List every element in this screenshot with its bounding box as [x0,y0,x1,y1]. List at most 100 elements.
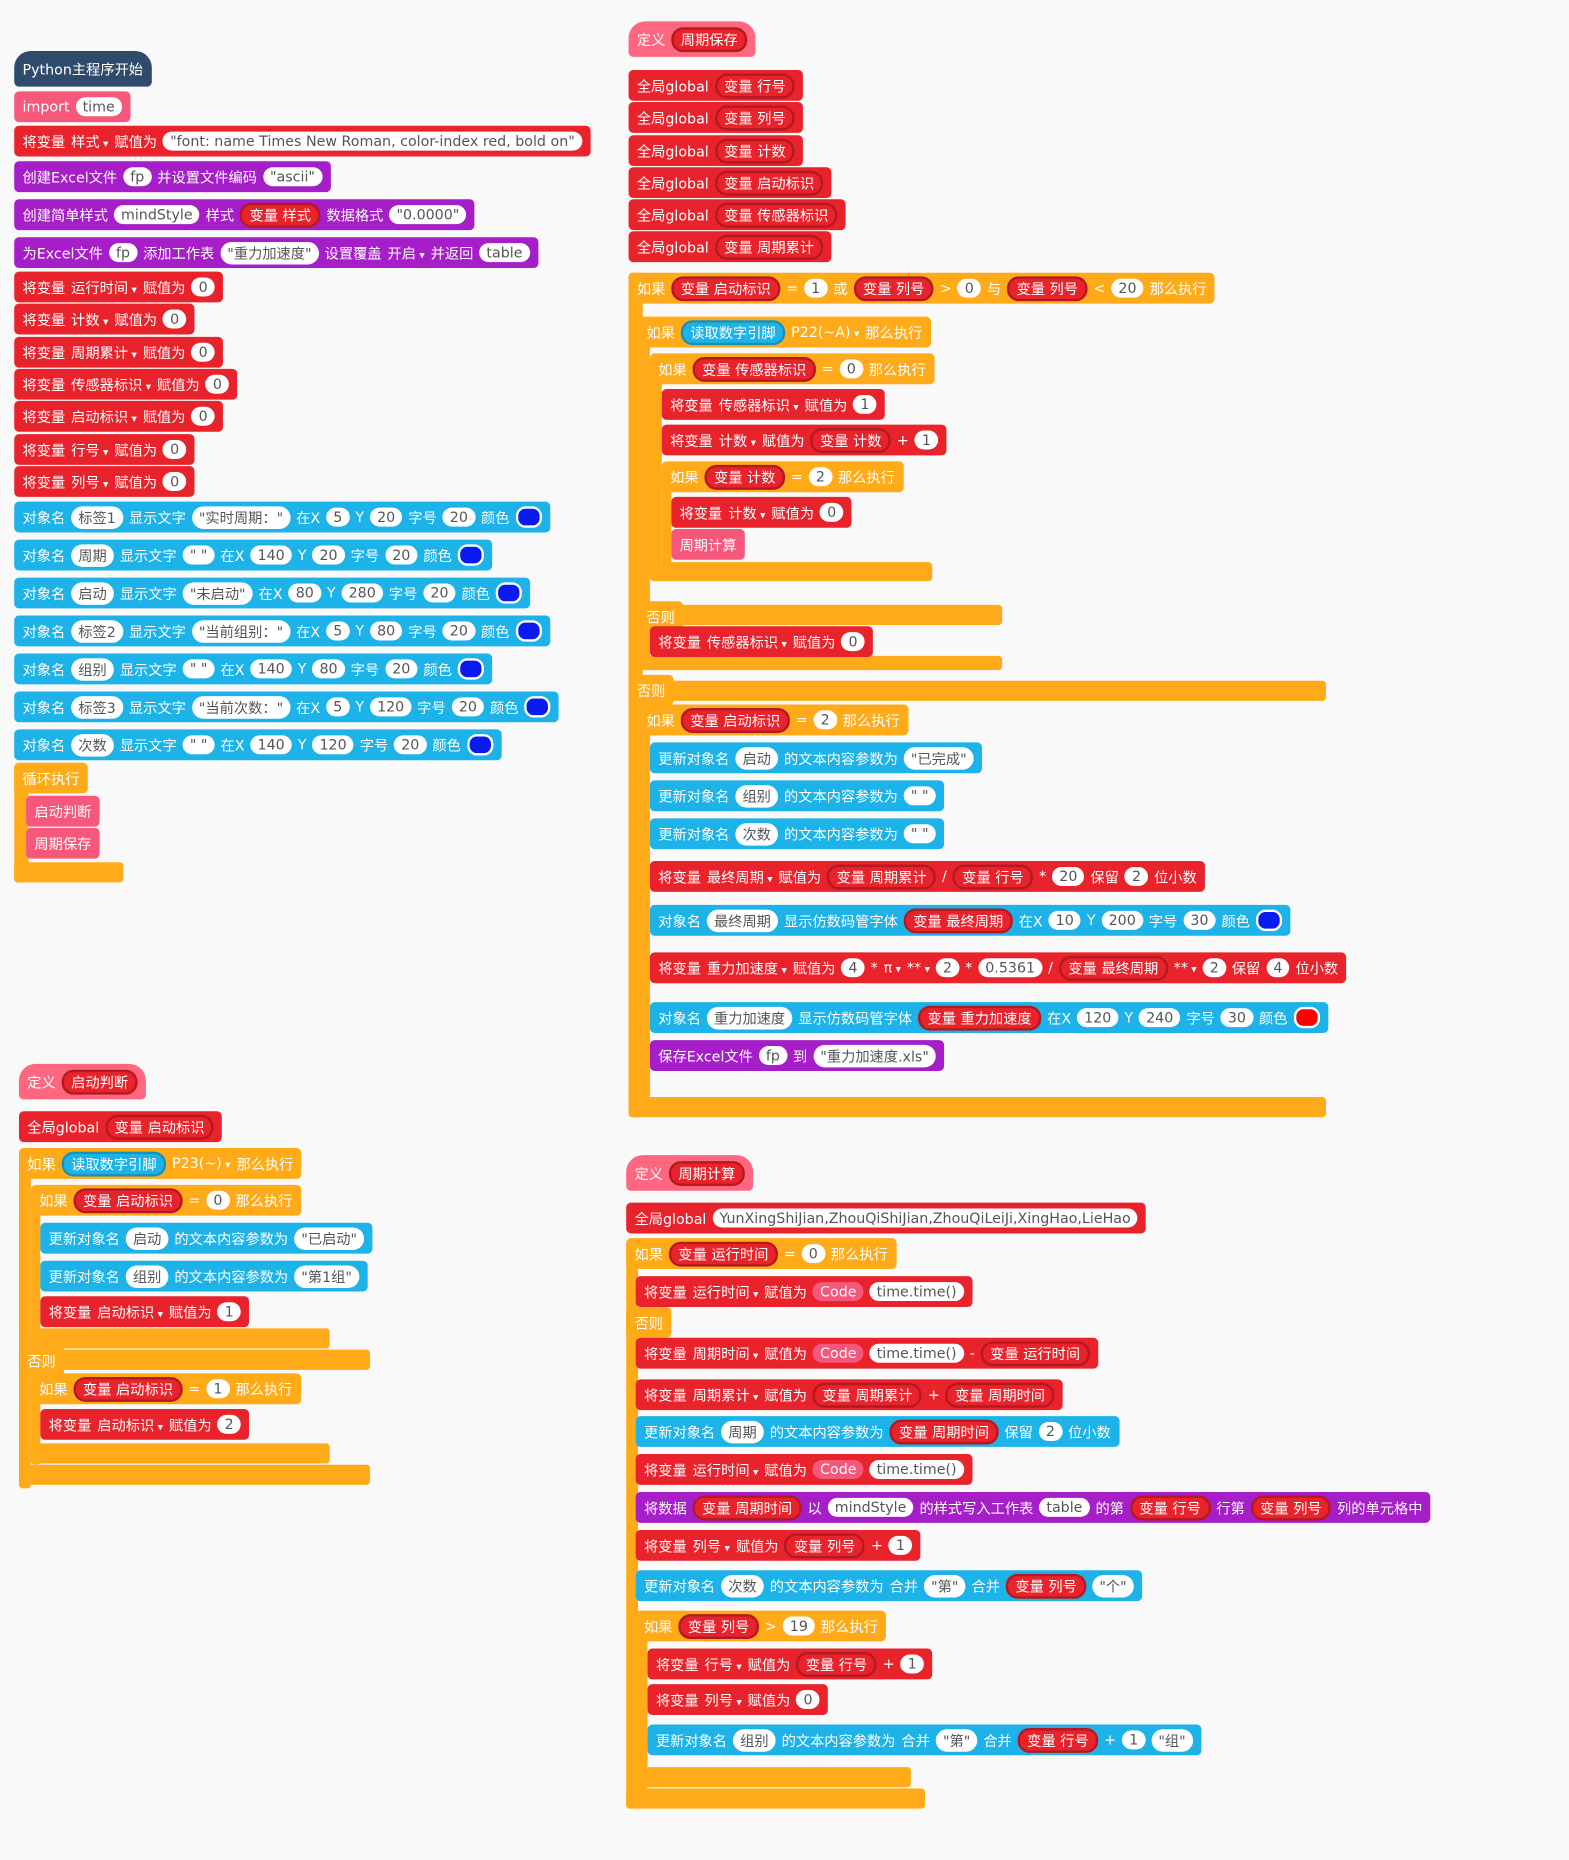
block: 将变量启动标识赋值为 2 [40,1408,250,1440]
block: 如果 变量 列号 >19 那么执行 [635,1610,887,1642]
input: 20 [451,697,485,717]
label: 将变量 [22,279,66,296]
color-swatch [515,620,542,642]
label: = [188,1191,201,1209]
block: 将变量行号赋值为 0 [14,434,195,465]
input: 0 [191,342,215,362]
c-block-frame [30,1186,41,1350]
block: 保存Excel文件 fp 到 "重力加速度.xls" [649,1040,945,1071]
label: 字号 [1148,912,1178,930]
label: 定义 [27,1073,56,1091]
block: 将变量启动标识赋值为 1 [40,1296,250,1328]
dropdown: 周期累计 [71,342,137,362]
label: 赋值为 [761,432,805,449]
label: 将变量 [643,1283,687,1301]
input: "ascii" [262,167,323,187]
variable: 变量 传感器标识 [692,356,816,382]
variable: 变量 周期时间 [945,1382,1055,1408]
label: 循环执行 [22,770,80,787]
input: 1 [853,394,877,414]
block: 全局global 变量 计数 [628,135,804,167]
label: 在X [220,737,245,754]
input: 周期 [71,543,114,567]
label: 如果 [670,469,699,486]
label: * [1039,868,1047,885]
label: 更新对象名 [48,1268,120,1286]
label: 字号 [408,623,437,640]
hat-block: 定义 周期计算 [626,1155,754,1191]
block: 为Excel文件 fp 添加工作表 "重力加速度" 设置覆盖开启并返回 table [14,237,538,269]
block: 启动判断 [26,795,100,827]
block: 更新对象名 次数 的文本内容参数为 合并 "第" 合并 变量 列号 "个" [635,1570,1143,1602]
label: 的第 [1095,1499,1124,1517]
label: 全局global [634,1210,707,1227]
input: 0 [820,502,844,522]
block: 对象名 重力加速度 显示仿数码管字体 变量 重力加速度 在X 120 Y 240 字号 30 颜色 [649,1002,1328,1034]
input: " " [903,824,936,844]
input: 4 [1266,958,1290,978]
label: 赋值为 [764,1461,807,1479]
color-swatch [515,506,542,528]
label: 全局global [27,1118,100,1136]
block: 对象名 标签1 显示文字 "实时周期：" 在X 5 Y 20 字号 20 颜色 [14,501,550,533]
label: 的文本内容参数为 [769,1577,884,1595]
label: 对象名 [22,509,66,526]
label: 字号 [359,737,389,754]
dropdown: ** [907,959,930,976]
label: 在X [1047,1009,1072,1027]
input: 200 [1101,910,1143,930]
label: / [1048,959,1053,977]
input: 10 [1048,910,1081,930]
input: 1 [1121,1730,1146,1750]
input: table [1039,1497,1090,1517]
block: 对象名 次数 显示文字 " " 在X 140 Y 120 字号 20 颜色 [14,729,502,761]
variable: 变量 列号 [678,1613,759,1639]
input: 20 [1052,866,1085,886]
label: 对象名 [22,737,66,754]
label: 赋值为 [157,376,200,394]
variable: 变量 样式 [240,202,321,228]
color-swatch [524,696,551,718]
block: 全局global 变量 传感器标识 [628,199,847,231]
input: "未启动" [182,581,253,605]
label: 将变量 [22,473,66,491]
c-block-frame [638,655,1003,671]
input: "font: name Times New Roman, color-index… [163,131,582,151]
label: 更新对象名 [643,1423,716,1441]
block: 否则 [628,674,674,706]
c-block-frame [661,562,933,577]
label: 字号 [1186,1009,1215,1027]
pin-reader: 读取数字引脚 [61,1151,167,1176]
block: 如果 变量 启动标识 = 2 那么执行 [638,704,908,736]
variable: 变量 启动标识 [680,707,790,733]
label: = [821,360,834,378]
dropdown: 传感器标识 [707,632,787,652]
label: 位小数 [1295,960,1339,977]
label: 对象名 [658,912,701,930]
label: 显示仿数码管字体 [798,1009,913,1027]
c-block-frame [30,1328,330,1349]
label: 赋值为 [804,396,848,414]
c-block-frame [30,1443,330,1464]
block: 更新对象名 组别 的文本内容参数为 合并 "第" 合并 变量 行号 +1 "组" [647,1724,1202,1756]
variable: 变量 启动标识 [73,1376,183,1402]
dropdown: 行号 [71,439,108,459]
c-block-frame [628,1097,1326,1118]
input: 周期 [721,1420,764,1443]
input: 120 [369,697,412,717]
dropdown: 计数 [71,309,108,329]
label: 将变量 [643,1345,687,1363]
input: time.time() [869,1343,964,1363]
label: 将变量 [658,633,701,651]
label: 将变量 [655,1656,699,1673]
variable: 变量 运行时间 [980,1340,1090,1366]
label: 全局global [636,174,709,192]
input: 1 [803,278,828,298]
dropdown: 周期时间 [693,1343,759,1363]
input: 30 [1183,910,1216,930]
label: 保留 [1004,1423,1033,1441]
input: 组别 [735,784,779,808]
